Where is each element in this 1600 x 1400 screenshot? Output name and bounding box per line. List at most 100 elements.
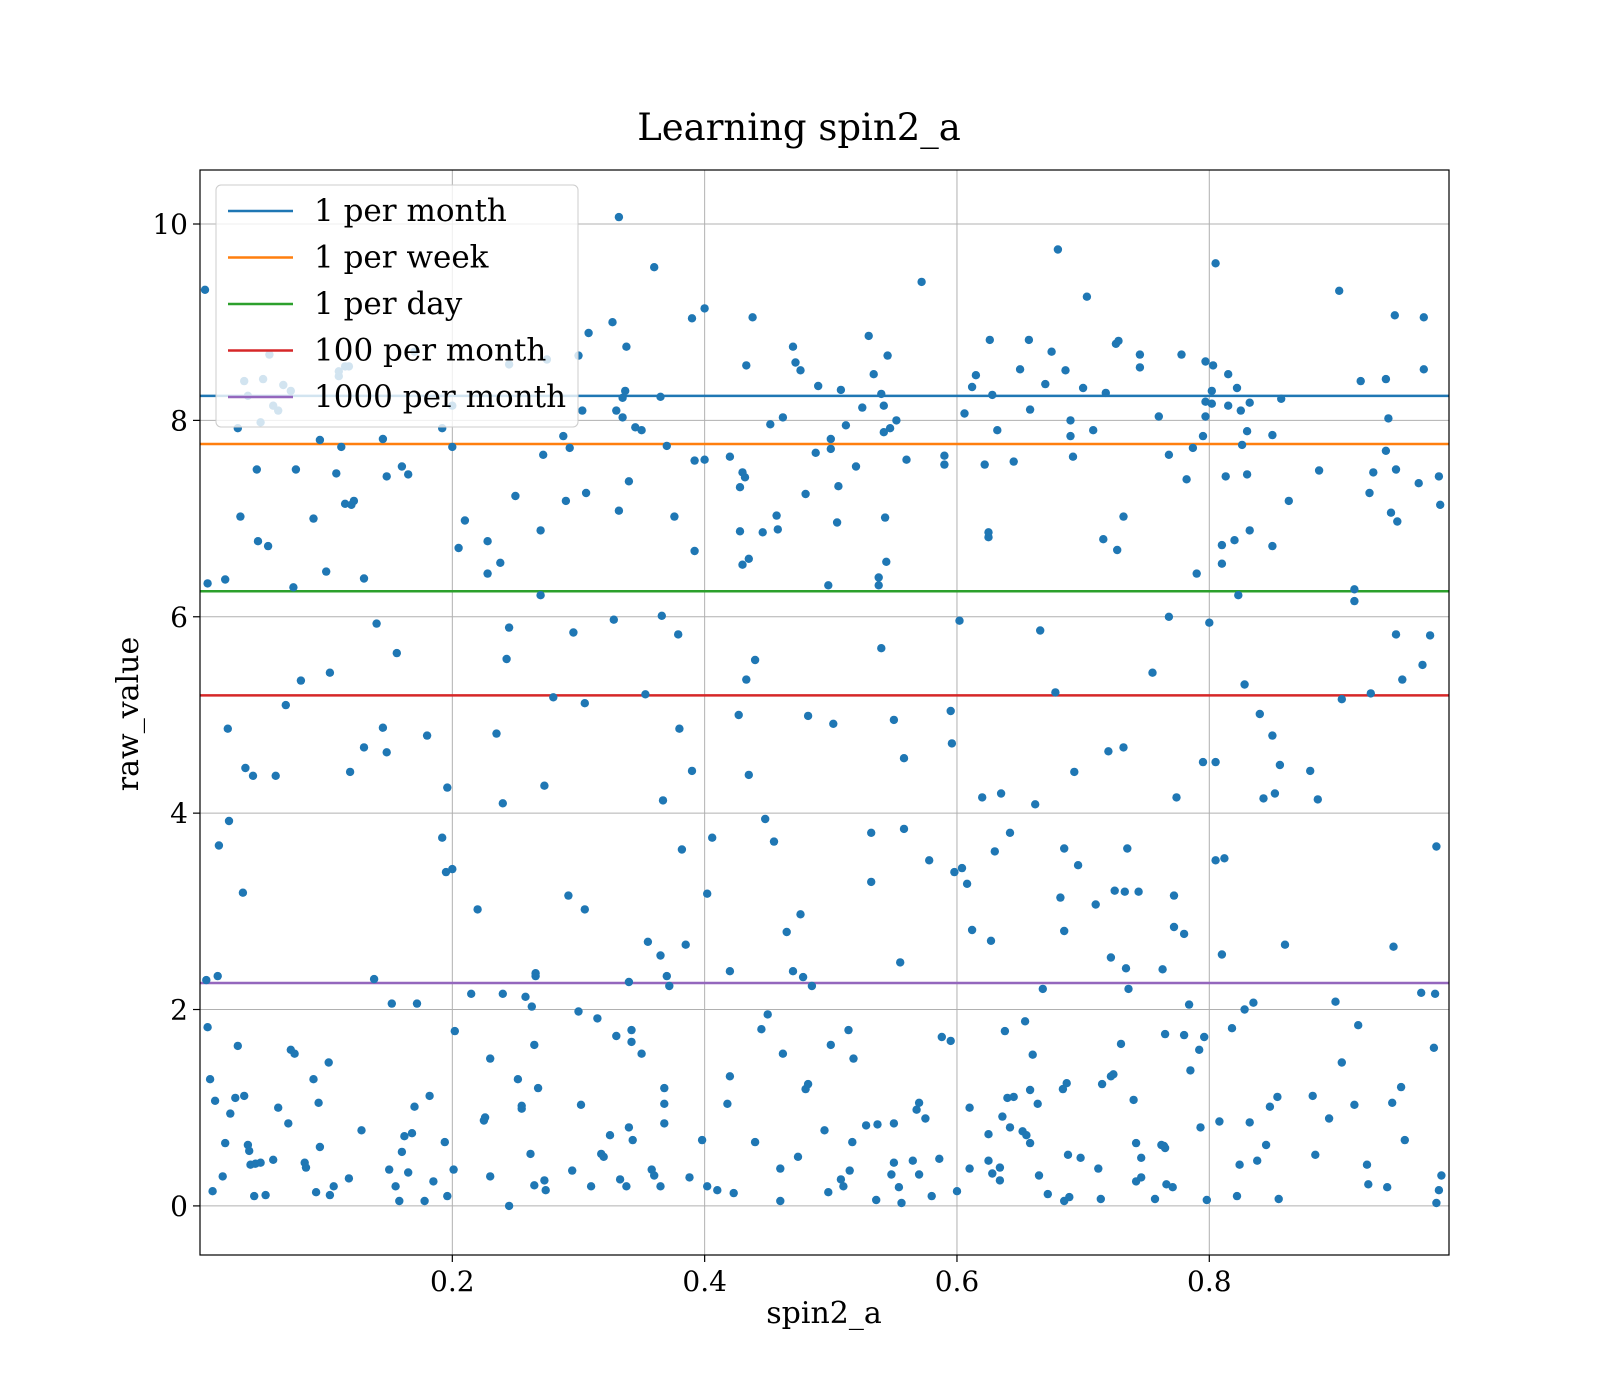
data-point: [927, 1191, 936, 1201]
data-point: [708, 833, 717, 842]
data-point: [965, 1103, 974, 1112]
chart-title: Learning spin2_a: [637, 106, 961, 150]
data-point: [1091, 900, 1100, 909]
data-point: [443, 1191, 452, 1201]
legend: 1 per month 1 per week 1 per day 100 per mo…: [215, 184, 579, 428]
data-point: [256, 1158, 265, 1167]
data-point: [1097, 1079, 1107, 1089]
data-point: [803, 711, 813, 721]
data-point: [1062, 1079, 1071, 1088]
data-point: [885, 424, 895, 433]
data-point: [1280, 940, 1290, 949]
data-point: [301, 1163, 311, 1172]
data-point: [261, 1190, 270, 1200]
data-point: [996, 789, 1006, 798]
data-point: [539, 450, 548, 459]
data-point: [1381, 446, 1391, 455]
data-point: [1224, 370, 1233, 379]
data-point: [662, 971, 671, 981]
data-point: [796, 366, 805, 375]
data-point: [946, 706, 955, 716]
data-point: [586, 1182, 596, 1191]
data-point: [1314, 466, 1324, 475]
data-point: [473, 905, 482, 914]
data-point: [1005, 828, 1015, 837]
data-point: [1432, 1198, 1441, 1208]
data-point: [1419, 365, 1429, 374]
data-point: [615, 1175, 625, 1184]
data-point: [877, 644, 886, 653]
data-point: [392, 648, 401, 658]
data-point: [656, 392, 665, 401]
data-point: [1217, 540, 1227, 550]
data-point: [1270, 789, 1280, 798]
data-point: [725, 1072, 735, 1081]
data-point: [758, 528, 767, 537]
data-point: [921, 1114, 930, 1123]
data-point: [1432, 842, 1441, 851]
data-point: [889, 1158, 899, 1167]
data-point: [887, 1170, 896, 1179]
data-point: [1398, 675, 1407, 684]
data-point: [1356, 376, 1365, 386]
data-point: [1391, 465, 1401, 474]
data-point: [778, 413, 788, 422]
data-point: [984, 1130, 993, 1139]
data-point: [899, 824, 909, 834]
data-point: [873, 1120, 882, 1129]
data-point: [412, 999, 422, 1008]
data-point: [269, 1155, 278, 1165]
data-point: [1160, 1029, 1170, 1039]
data-point: [685, 1173, 694, 1182]
data-point: [1201, 397, 1210, 406]
data-point: [1215, 1117, 1224, 1126]
data-point: [580, 905, 589, 914]
data-point: [882, 557, 891, 566]
data-point: [967, 382, 977, 392]
data-point: [540, 781, 549, 790]
legend-label: 1000 per month: [314, 379, 566, 415]
data-point: [400, 1132, 409, 1141]
data-point: [782, 927, 791, 937]
data-point: [622, 342, 631, 351]
data-point: [896, 958, 905, 967]
data-point: [1240, 1005, 1249, 1014]
data-point: [902, 455, 911, 464]
data-point: [378, 723, 388, 732]
data-point: [811, 448, 820, 457]
data-point: [1237, 440, 1247, 450]
data-point: [788, 967, 798, 976]
data-point: [940, 451, 949, 460]
data-point: [1154, 412, 1164, 421]
data-point: [836, 385, 846, 395]
data-point: [824, 581, 833, 590]
data-point: [1041, 379, 1050, 389]
data-point: [290, 1049, 299, 1058]
data-point: [253, 537, 263, 546]
data-point: [1109, 1070, 1118, 1079]
x-tick-label: 0.4: [682, 1265, 727, 1298]
data-point: [1207, 386, 1217, 396]
data-point: [1060, 844, 1069, 853]
y-tick-label: 8: [170, 404, 188, 437]
data-point: [834, 482, 843, 491]
data-point: [498, 799, 507, 808]
data-point: [460, 516, 470, 525]
data-point: [226, 1109, 235, 1118]
data-point: [236, 512, 245, 521]
data-point: [839, 1182, 848, 1191]
data-point: [1148, 668, 1157, 677]
legend-label: 1 per day: [314, 286, 463, 322]
y-tick-label: 10: [152, 208, 188, 241]
data-point: [803, 1079, 813, 1089]
data-point: [329, 1182, 338, 1191]
data-point: [738, 560, 747, 569]
data-point: [263, 541, 273, 551]
data-point: [1129, 1095, 1138, 1105]
data-point: [1164, 450, 1174, 459]
data-point: [763, 1010, 772, 1019]
data-point: [631, 423, 640, 432]
data-point: [1201, 412, 1210, 421]
data-point: [1232, 383, 1242, 393]
data-point: [1104, 747, 1113, 756]
